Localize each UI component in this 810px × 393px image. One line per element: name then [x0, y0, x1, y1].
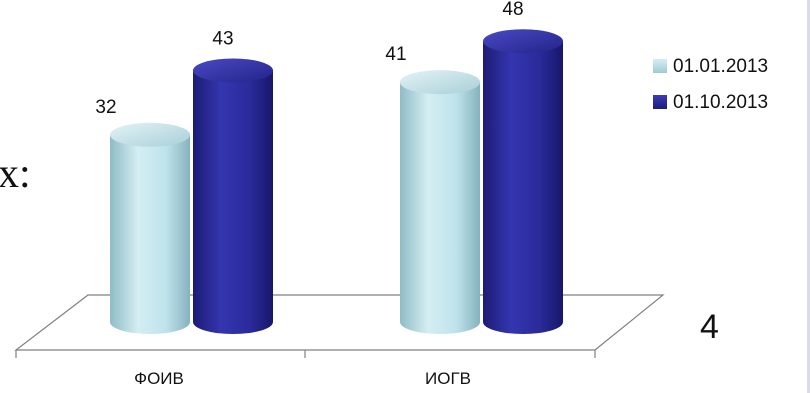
- slide-right-border: [807, 0, 810, 393]
- data-label: 32: [95, 97, 116, 118]
- bar: [110, 122, 190, 334]
- slide-page-number: 4: [700, 308, 719, 346]
- data-label: 48: [502, 0, 523, 20]
- legend-label: 01.01.2013: [673, 56, 768, 77]
- bar: [193, 58, 273, 334]
- legend-swatch: [653, 59, 667, 73]
- legend-label: 01.10.2013: [673, 92, 768, 113]
- data-label: 41: [385, 44, 406, 65]
- bar-body: [483, 41, 563, 334]
- bar-top: [110, 122, 190, 147]
- x-tick-label: ФОИВ: [134, 369, 184, 388]
- legend-entry: 01.01.2013: [653, 56, 768, 77]
- bar: [483, 29, 563, 334]
- slide-side-text: х:: [0, 151, 31, 197]
- data-label: 43: [212, 28, 233, 49]
- bar-top: [483, 29, 563, 54]
- legend-swatch: [653, 95, 667, 109]
- bar-top: [193, 58, 273, 83]
- bar: [400, 70, 480, 335]
- bar-body: [110, 134, 190, 334]
- bar-body: [193, 70, 273, 334]
- legend-entry: 01.10.2013: [653, 92, 768, 113]
- x-tick-label: ИОГВ: [425, 369, 471, 388]
- bar-top: [400, 70, 480, 95]
- bar-body: [400, 82, 480, 335]
